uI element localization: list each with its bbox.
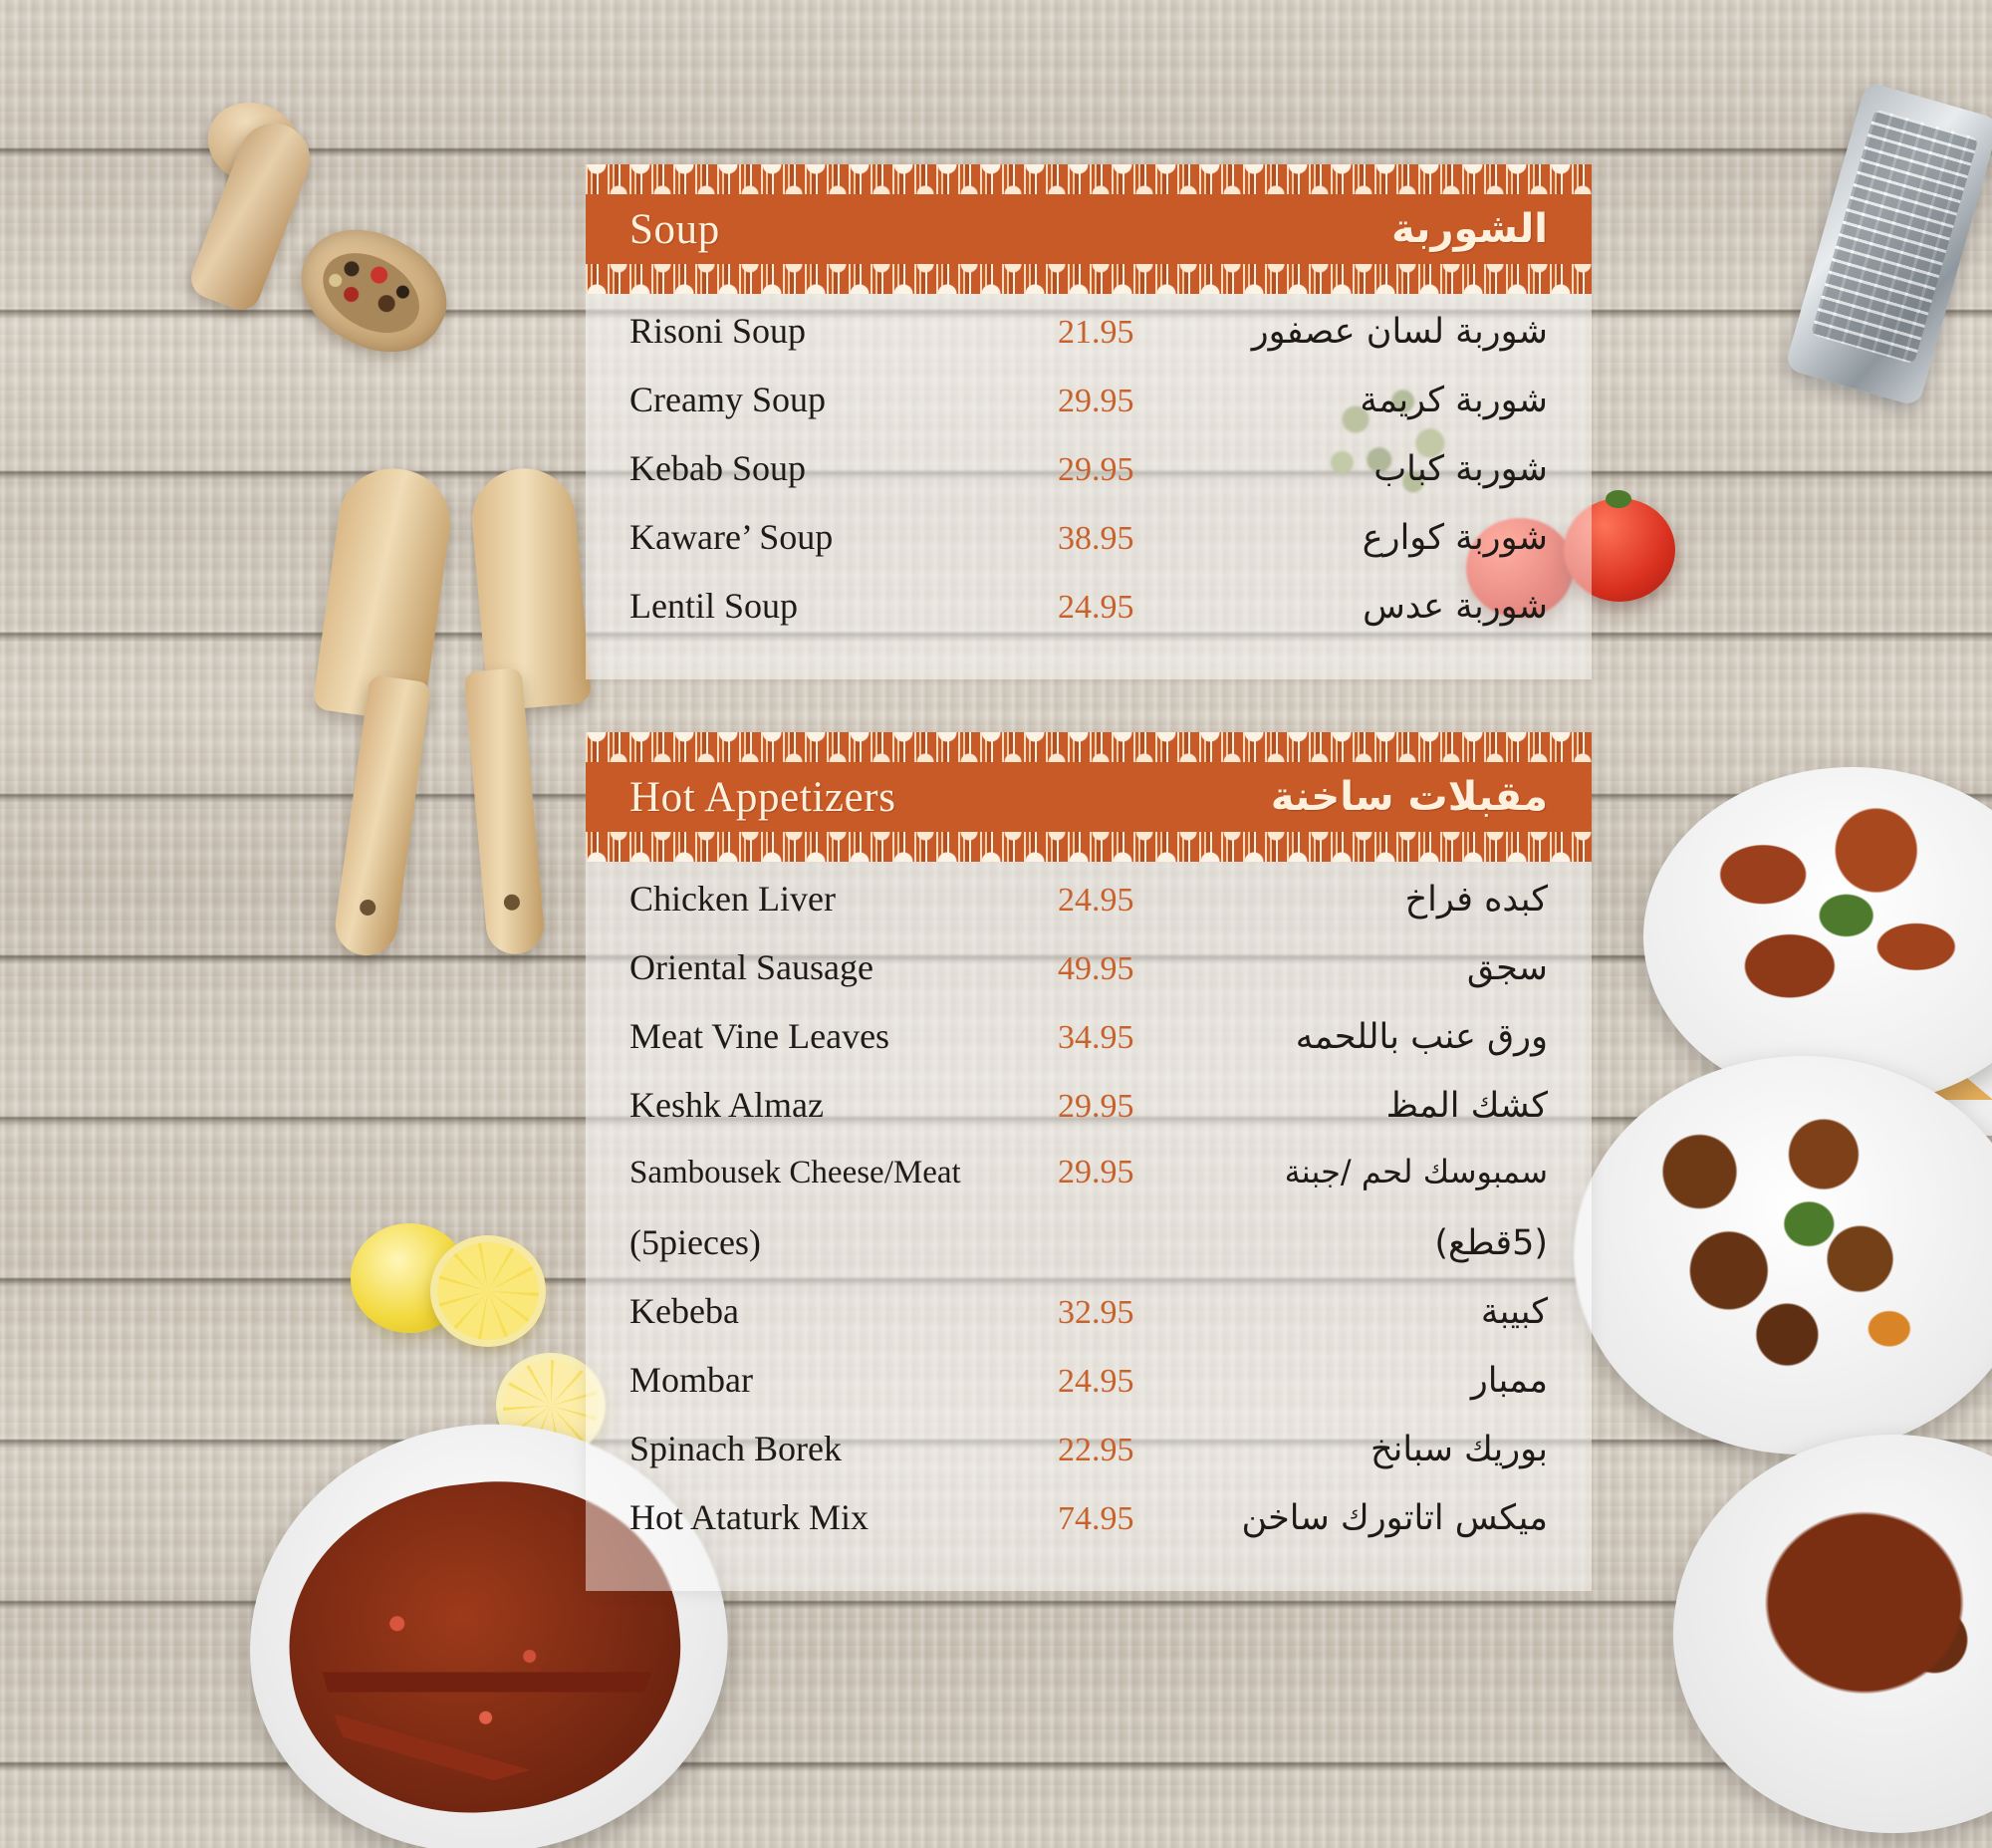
item-name-ar: كبده فراخ [1404, 880, 1548, 920]
menu-item-list-soup: Risoni Soup 21.95 شوربة لسان عصفور Cream… [586, 294, 1592, 679]
item-name-ar: بوريك سبانخ [1370, 1430, 1548, 1469]
sambousek-platter-icon [1843, 837, 1992, 1136]
item-name-en: Chicken Liver [629, 879, 836, 919]
menu-item-row[interactable]: Creamy Soup 29.95 شوربة كريمة [629, 379, 1548, 447]
item-price: 29.95 [1058, 1088, 1134, 1125]
item-name-ar: شوربة لسان عصفور [1251, 312, 1548, 352]
ornament-band-bottom [586, 264, 1592, 294]
kofta-platter-icon [1643, 767, 1992, 1106]
lemon-whole-icon [351, 1223, 468, 1333]
item-price: 74.95 [1058, 1500, 1134, 1537]
menu-item-list-hot-appetizers: Chicken Liver 24.95 كبده فراخ Oriental S… [586, 862, 1592, 1591]
item-name-ar: كشك المظ [1385, 1086, 1548, 1126]
item-name-en: Sambousek Cheese/Meat [629, 1155, 961, 1190]
section-title-ar: الشوربة [1391, 206, 1549, 252]
item-name-en: Meat Vine Leaves [629, 1016, 890, 1056]
item-name-en: Kebeba [629, 1291, 739, 1331]
section-title-ar: مقبلات ساخنة [1270, 774, 1549, 820]
item-name-ar: سمبوسك لحم /جبنة [1284, 1153, 1548, 1190]
menu-section-hot-appetizers: Hot Appetizers مقبلات ساخنة Chicken Live… [586, 732, 1592, 1591]
item-price: 49.95 [1058, 950, 1134, 987]
item-price: 29.95 [1058, 383, 1134, 419]
menu-section-soup: Soup الشوربة Risoni Soup 21.95 شوربة لسا… [586, 164, 1592, 679]
item-name-en: Mombar [629, 1360, 753, 1400]
menu-item-row[interactable]: Mombar 24.95 ممبار [629, 1359, 1548, 1428]
item-price: 24.95 [1058, 1363, 1134, 1400]
item-price: 32.95 [1058, 1294, 1134, 1331]
item-name-ar: شوربة كوارع [1362, 518, 1548, 558]
wooden-spoon-blade-icon [467, 463, 593, 712]
item-price: 24.95 [1058, 882, 1134, 919]
section-header-hot-appetizers: Hot Appetizers مقبلات ساخنة [586, 762, 1592, 832]
item-price: 21.95 [1058, 314, 1134, 351]
item-price: 24.95 [1058, 589, 1134, 626]
spice-scoop-bowl-icon [281, 205, 466, 377]
section-title-en: Hot Appetizers [629, 773, 896, 821]
item-name-ar: سجق [1466, 948, 1548, 988]
item-price: 34.95 [1058, 1019, 1134, 1056]
ornament-band-bottom [586, 832, 1592, 862]
item-name-ar: شوربة كباب [1373, 449, 1548, 489]
section-header-soup: Soup الشوربة [586, 194, 1592, 264]
item-price: 29.95 [1058, 451, 1134, 488]
item-name-ar: ممبار [1470, 1361, 1548, 1401]
item-name-ar: شوربة كريمة [1360, 381, 1548, 420]
menu-item-row[interactable]: Lentil Soup 24.95 شوربة عدس [629, 585, 1548, 654]
item-price: 22.95 [1058, 1432, 1134, 1468]
lemon-slice-icon [430, 1235, 546, 1347]
item-price: 29.95 [1058, 1154, 1134, 1190]
item-name-ar: (5قطع) [1434, 1223, 1548, 1263]
ornament-band-top [586, 732, 1592, 762]
item-name-ar: شوربة عدس [1363, 587, 1548, 627]
item-name-ar: ورق عنب باللحمه [1295, 1017, 1548, 1057]
wooden-spatula-blade-icon [312, 461, 457, 724]
spice-scoop-knob-icon [195, 89, 313, 198]
wooden-spoon-handle-icon [463, 667, 547, 956]
item-name-en: Risoni Soup [629, 311, 807, 351]
menu-item-row[interactable]: Chicken Liver 24.95 كبده فراخ [629, 878, 1548, 946]
metal-grater-icon [1784, 81, 1992, 407]
item-name-en: Oriental Sausage [629, 947, 873, 987]
item-name-en: Kaware’ Soup [629, 517, 834, 557]
kebab-platter-icon [1574, 1056, 1992, 1454]
menu-item-row[interactable]: Kebab Soup 29.95 شوربة كباب [629, 447, 1548, 516]
menu-item-row[interactable]: Sambousek Cheese/Meat 29.95 سمبوسك لحم /… [629, 1153, 1548, 1221]
menu-item-row[interactable]: Keshk Almaz 29.95 كشك المظ [629, 1084, 1548, 1153]
spice-scoop-handle-icon [185, 113, 321, 316]
section-title-en: Soup [629, 205, 720, 253]
menu-item-row[interactable]: Kebeba 32.95 كبيبة [629, 1290, 1548, 1359]
item-name-en: Keshk Almaz [629, 1085, 824, 1125]
item-name-en: (5pieces) [629, 1222, 761, 1262]
item-name-ar: ميكس اتاتورك ساخن [1241, 1498, 1548, 1538]
wooden-spatula-handle-icon [331, 674, 432, 959]
item-name-ar: كبيبة [1480, 1292, 1548, 1332]
ornament-band-top [586, 164, 1592, 194]
item-name-en: Spinach Borek [629, 1429, 842, 1468]
item-price: 38.95 [1058, 520, 1134, 557]
item-name-en: Lentil Soup [629, 586, 798, 626]
menu-item-row[interactable]: Oriental Sausage 49.95 سجق [629, 946, 1548, 1015]
menu-item-row[interactable]: Hot Ataturk Mix 74.95 ميكس اتاتورك ساخن [629, 1496, 1548, 1565]
item-name-en: Kebab Soup [629, 448, 806, 488]
item-name-en: Hot Ataturk Mix [629, 1497, 869, 1537]
menu-item-row[interactable]: Meat Vine Leaves 34.95 ورق عنب باللحمه [629, 1015, 1548, 1084]
menu-item-row-continuation[interactable]: (5pieces) (5قطع) [629, 1221, 1548, 1290]
menu-item-row[interactable]: Kaware’ Soup 38.95 شوربة كوارع [629, 516, 1548, 585]
menu-item-row[interactable]: Spinach Borek 22.95 بوريك سبانخ [629, 1428, 1548, 1496]
meat-stew-platter-icon [1673, 1435, 1992, 1833]
menu-item-row[interactable]: Risoni Soup 21.95 شوربة لسان عصفور [629, 310, 1548, 379]
item-name-en: Creamy Soup [629, 380, 826, 419]
